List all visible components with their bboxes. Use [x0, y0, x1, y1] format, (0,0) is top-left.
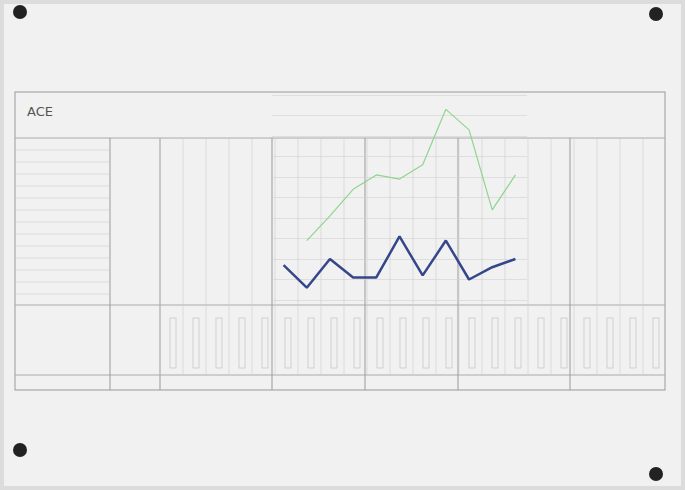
svg-text:ACE: ACE: [27, 104, 53, 119]
